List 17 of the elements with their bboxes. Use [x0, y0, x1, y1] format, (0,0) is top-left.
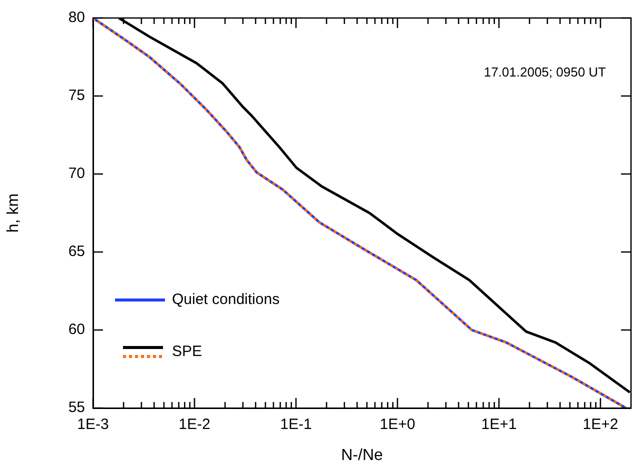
- y-tick-label: 55: [68, 399, 85, 416]
- x-axis-title: N-/Ne: [341, 446, 383, 464]
- legend-label: Quiet conditions: [172, 291, 280, 308]
- legend-label: SPE: [172, 343, 202, 360]
- annotation: 17.01.2005; 0950 UT: [484, 64, 606, 80]
- y-tick-label: 70: [68, 165, 85, 182]
- y-tick-label: 80: [68, 9, 85, 26]
- y-tick-label: 75: [68, 87, 85, 104]
- x-tick-label: 1E-3: [77, 416, 109, 434]
- x-tick-label: 1E-1: [280, 416, 312, 434]
- y-axis-title: h, km: [5, 193, 22, 233]
- x-tick-label: 1E-2: [178, 416, 210, 434]
- x-tick-label: 1E+1: [481, 416, 517, 434]
- y-tick-label: 60: [68, 321, 85, 338]
- x-tick-label: 1E+2: [582, 416, 618, 434]
- y-tick-label: 65: [68, 243, 85, 260]
- x-tick-label: 1E+0: [380, 416, 416, 434]
